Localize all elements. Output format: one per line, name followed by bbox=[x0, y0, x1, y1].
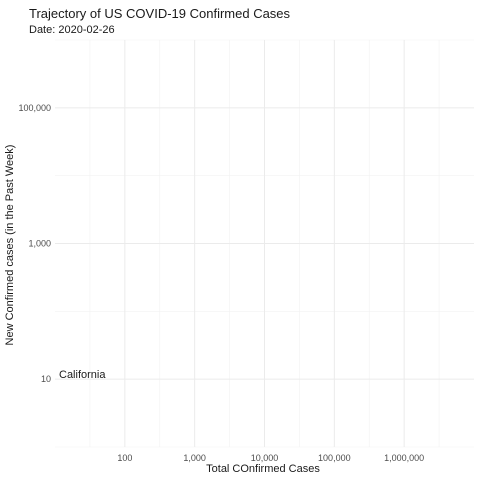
y-tick-label: 10 bbox=[41, 374, 51, 384]
x-tick-label: 100,000 bbox=[318, 453, 351, 463]
x-tick-label: 1,000 bbox=[183, 453, 206, 463]
grid-lines bbox=[55, 40, 474, 447]
x-tick-label: 100 bbox=[117, 453, 132, 463]
y-tick-label: 100,000 bbox=[18, 103, 51, 113]
y-tick-label: 1,000 bbox=[28, 239, 51, 249]
x-tick-labels: 100 1,000 10,000 100,000 1,000,000 bbox=[117, 453, 424, 463]
x-axis-title: Total COnfirmed Cases bbox=[206, 463, 320, 475]
y-axis-title: New Confirmed cases (in the Past Week) bbox=[4, 145, 16, 346]
x-tick-label: 1,000,000 bbox=[384, 453, 424, 463]
y-tick-labels: 10 1,000 100,000 bbox=[18, 103, 51, 384]
series-labels: California bbox=[59, 369, 106, 381]
series-label: California bbox=[59, 369, 106, 381]
x-tick-label: 10,000 bbox=[251, 453, 279, 463]
